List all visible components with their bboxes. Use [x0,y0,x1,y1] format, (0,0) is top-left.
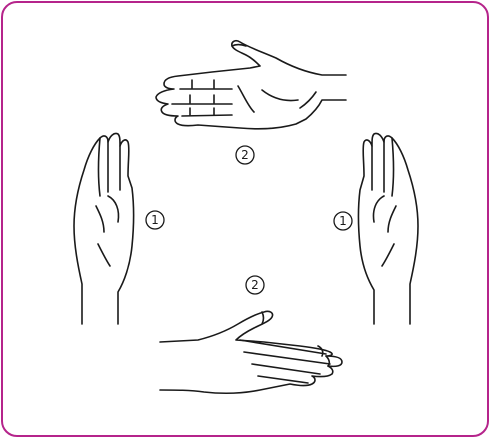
label-bottom-text: 2 [251,278,259,292]
hand-top-palm-up [155,39,347,130]
hand-left-vertical [73,132,135,325]
label-top: 2 [235,145,255,165]
label-right: 1 [333,211,353,231]
label-top-text: 2 [241,148,249,162]
hand-bottom-palm-down [159,310,343,395]
label-right-text: 1 [339,214,347,228]
label-bottom: 2 [245,275,265,295]
hand-right-vertical [357,132,419,325]
diagram-frame [1,1,489,437]
label-left-text: 1 [151,213,159,227]
label-left: 1 [145,210,165,230]
